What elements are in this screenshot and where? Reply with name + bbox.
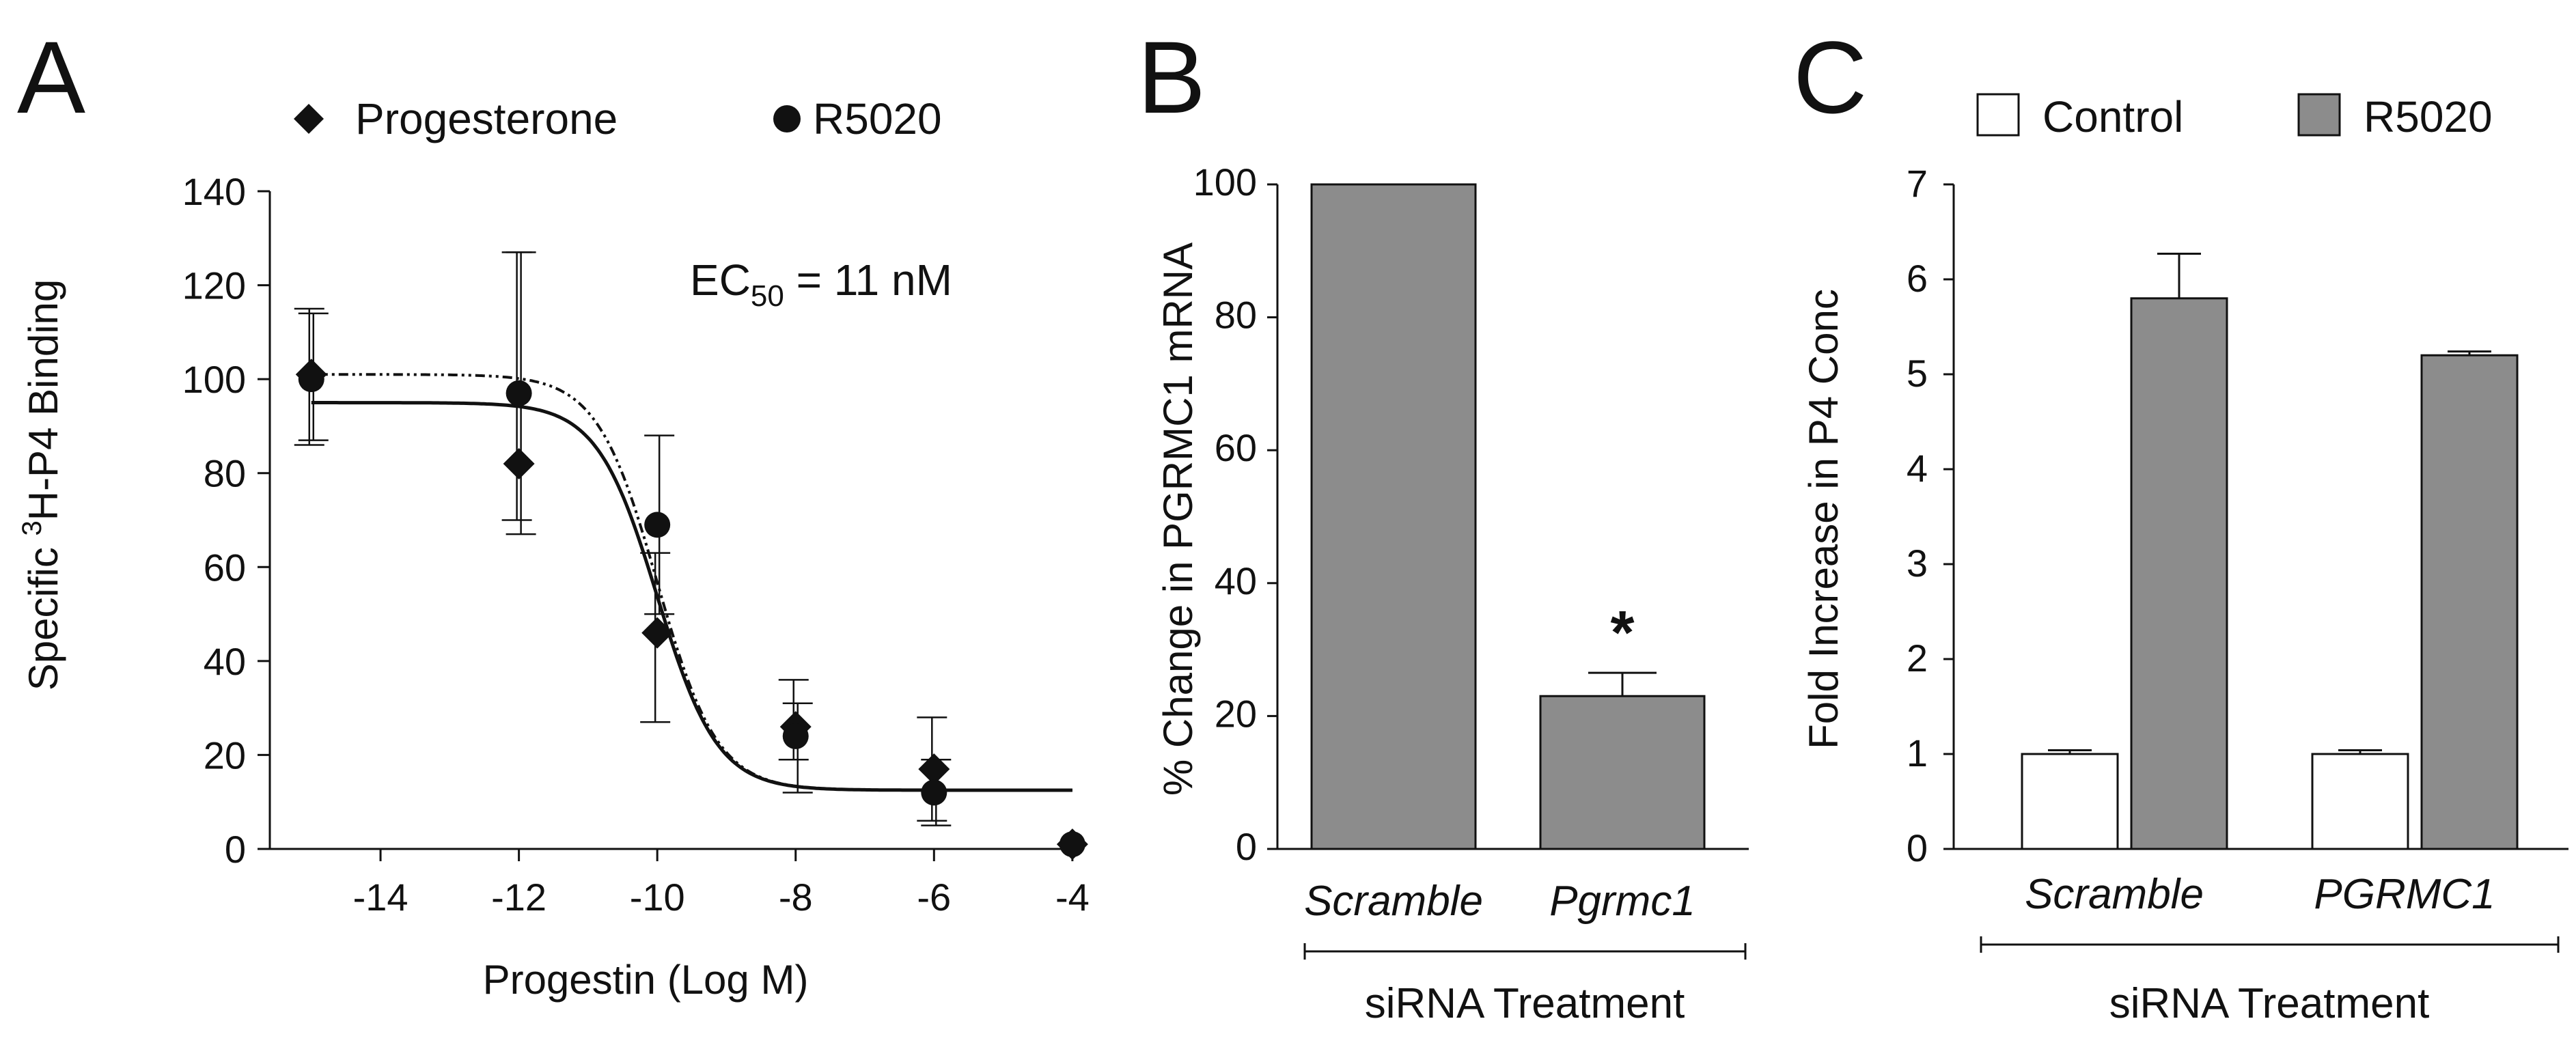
x-tick-label: -10 xyxy=(630,876,685,919)
panel-a-x-axis-label: Progestin (Log M) xyxy=(483,957,809,1003)
y-tick-label: 4 xyxy=(1907,447,1928,490)
legend-progesterone-label: Progesterone xyxy=(355,94,618,143)
legend-r5020-circle-icon xyxy=(773,105,801,132)
x-tick-label: -6 xyxy=(917,876,951,919)
panel-a-x-ticks: -14 -12 -10 -8 -6 -4 xyxy=(353,849,1090,919)
panel-c-bars xyxy=(2021,252,2519,850)
y-tick-label: 0 xyxy=(1907,826,1928,869)
panel-b: % Change in PGRMC1 mRNA 0 20 40 60 80 100 * S… xyxy=(1155,160,1749,1027)
panel-b-y-axis-label: % Change in PGRMC1 mRNA xyxy=(1155,242,1201,796)
category-label: PGRMC1 xyxy=(2314,871,2495,918)
ylabel-a-post: H-P4 Binding xyxy=(20,279,66,521)
bar-control-pgrmc1 xyxy=(2311,753,2409,850)
y-tick-label: 60 xyxy=(1215,426,1257,469)
panel-a-fit-curves xyxy=(311,373,1072,792)
legend-control-swatch-icon xyxy=(1976,93,2020,137)
panel-a: Progesterone R5020 EC50 = 11 nM Specific… xyxy=(17,94,1090,1003)
bar-scramble xyxy=(1310,183,1477,850)
y-tick-label: 7 xyxy=(1907,162,1928,205)
y-tick-label: 0 xyxy=(225,828,246,871)
ylabel-a-pre: Specific xyxy=(20,536,66,691)
y-tick-label: 80 xyxy=(1215,294,1257,337)
y-tick-label: 60 xyxy=(204,546,246,589)
y-tick-label: 20 xyxy=(204,734,246,777)
bar-pgrmc1 xyxy=(1539,695,1706,850)
panel-a-letter: A xyxy=(17,20,85,135)
panel-b-group-label: siRNA Treatment xyxy=(1365,980,1685,1027)
data-point-progesterone xyxy=(503,447,535,479)
data-point-r5020 xyxy=(1059,831,1085,858)
data-point-r5020 xyxy=(505,380,532,406)
y-tick-label: 40 xyxy=(1215,559,1257,602)
y-tick-label: 2 xyxy=(1907,637,1928,680)
significance-marker: * xyxy=(1610,599,1634,667)
bar-r5020-scramble xyxy=(2130,297,2228,850)
category-label: Scramble xyxy=(2025,871,2204,918)
panel-c-y-ticks: 0 1 2 3 4 5 6 7 xyxy=(1907,162,1954,869)
panel-a-y-ticks: 0 20 40 60 80 100 120 140 xyxy=(182,170,270,871)
ec50-base: EC xyxy=(690,255,751,305)
data-point-r5020 xyxy=(644,512,671,538)
panel-a-y-axis-label: Specific 3H-P4 Binding xyxy=(17,279,66,691)
category-label: Scramble xyxy=(1304,878,1483,925)
x-tick-label: -8 xyxy=(779,876,813,919)
y-tick-label: 80 xyxy=(204,452,246,495)
fit-curve-progesterone xyxy=(311,373,1072,792)
panel-a-error-bars xyxy=(294,251,952,826)
data-point-r5020 xyxy=(782,723,809,749)
panel-a-data-points xyxy=(295,359,1088,861)
legend-control-label: Control xyxy=(2042,92,2183,141)
panel-c: Control R5020 Fold Increase in P4 Conc 0… xyxy=(1801,92,2568,1027)
panel-b-y-ticks: 0 20 40 60 80 100 xyxy=(1193,160,1277,868)
y-tick-label: 140 xyxy=(182,170,246,213)
panel-c-letter: C xyxy=(1793,20,1867,135)
y-tick-label: 3 xyxy=(1907,542,1928,585)
legend-r5020-label: R5020 xyxy=(813,94,942,143)
bar-r5020-pgrmc1 xyxy=(2420,354,2519,850)
y-tick-label: 100 xyxy=(182,358,246,401)
y-tick-label: 0 xyxy=(1236,825,1257,868)
bar-control-scramble xyxy=(2021,753,2119,850)
x-tick-label: -4 xyxy=(1055,876,1090,919)
legend-progesterone-diamond-icon xyxy=(294,104,324,134)
panel-b-category-labels: Scramble Pgrmc1 xyxy=(1304,878,1695,925)
data-point-r5020 xyxy=(298,366,324,393)
panel-b-bars: * xyxy=(1310,183,1706,850)
y-tick-label: 120 xyxy=(182,264,246,307)
x-tick-label: -12 xyxy=(491,876,546,919)
data-point-progesterone xyxy=(918,753,950,785)
panel-c-group-label: siRNA Treatment xyxy=(2109,980,2430,1027)
panel-c-category-labels: Scramble PGRMC1 xyxy=(2025,871,2495,918)
category-label: Pgrmc1 xyxy=(1549,878,1695,925)
panel-b-letter: B xyxy=(1137,20,1206,135)
fit-curve-r5020 xyxy=(311,401,1072,792)
y-tick-label: 5 xyxy=(1907,352,1928,395)
x-tick-label: -14 xyxy=(353,876,408,919)
y-tick-label: 6 xyxy=(1907,257,1928,300)
legend-r5020-swatch-icon xyxy=(2297,93,2341,137)
y-tick-label: 100 xyxy=(1193,160,1257,204)
ec50-value: = 11 nM xyxy=(784,255,952,305)
ylabel-a-sup: 3 xyxy=(17,520,47,535)
data-point-progesterone xyxy=(641,617,674,649)
y-tick-label: 20 xyxy=(1215,692,1257,735)
legend-r5020-bar-label: R5020 xyxy=(2364,92,2493,141)
panel-c-y-axis-label: Fold Increase in P4 Conc xyxy=(1801,289,1846,749)
data-point-r5020 xyxy=(921,779,947,806)
y-tick-label: 40 xyxy=(204,640,246,683)
ec50-annotation: EC50 = 11 nM xyxy=(690,255,952,313)
ec50-subscript: 50 xyxy=(751,279,784,313)
y-tick-label: 1 xyxy=(1907,731,1928,774)
